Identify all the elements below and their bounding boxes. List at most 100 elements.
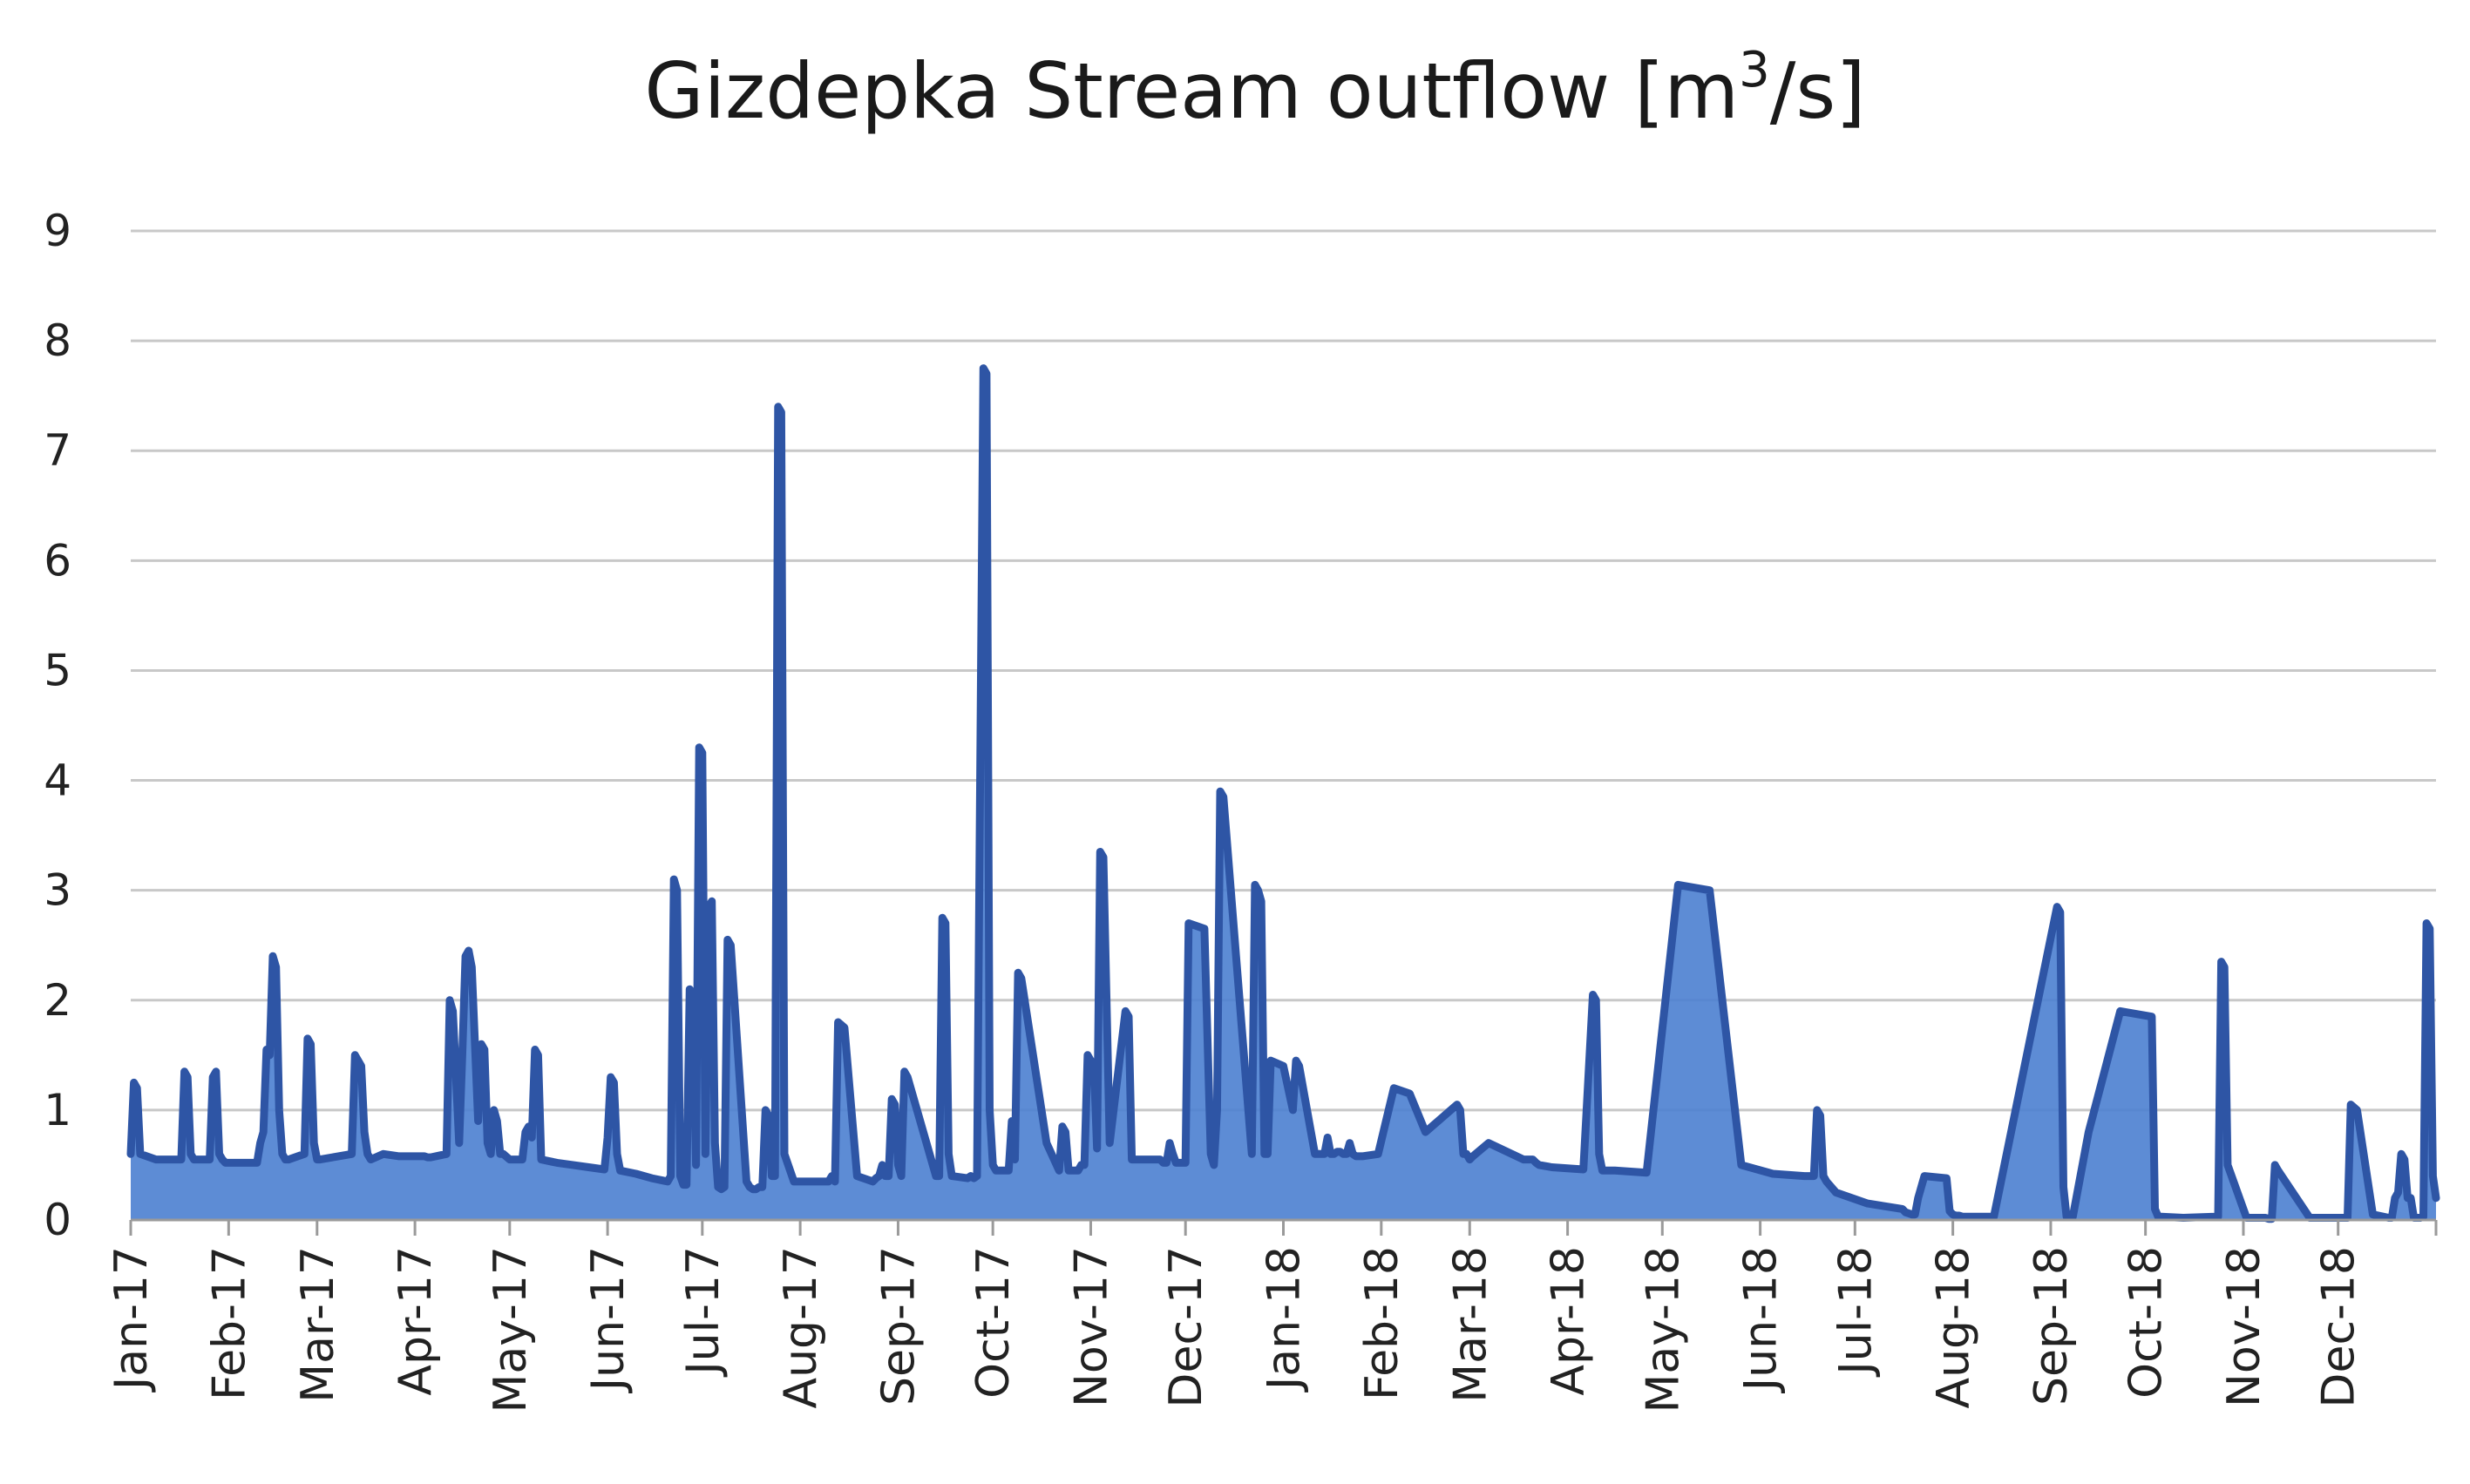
data-point [609,1076,612,1079]
data-point [2350,1103,2352,1106]
data-point [465,955,467,958]
data-point [1263,1153,1266,1155]
data-point [751,1188,754,1190]
data-point [682,1183,685,1186]
data-point [2356,1108,2358,1111]
data-point [1282,1065,1285,1067]
data-point [2056,905,2059,908]
data-point [1313,1153,1316,1155]
data-point [2410,1196,2412,1199]
data-point [398,1155,401,1157]
data-point [255,1162,258,1164]
data-point [843,1027,845,1029]
data-point [1187,922,1190,925]
x-tick-label: Nov-17 [1065,1246,1117,1407]
data-point [1210,1153,1212,1155]
data-point [370,1158,372,1161]
y-tick-label: 7 [44,425,71,476]
data-point [878,1175,880,1177]
data-point [1951,1213,1954,1216]
data-point [982,367,985,369]
data-point [2400,1153,2403,1155]
data-point [2422,1216,2425,1218]
data-point [755,1188,757,1190]
data-point [1813,1175,1815,1177]
data-point [458,1142,460,1144]
data-point [1077,1169,1080,1172]
data-point [1465,1153,1468,1155]
data-point [675,889,678,891]
data-point [1469,1158,1471,1161]
x-tick-label: Jun-18 [1735,1246,1788,1393]
data-point [527,1125,530,1128]
data-point [824,1180,827,1182]
data-point [1058,1169,1061,1172]
data-point [2160,1216,2162,1218]
x-tick-label: May-17 [485,1246,537,1413]
data-point [837,1021,839,1024]
data-point [1708,889,1711,891]
data-point [1815,1108,1818,1111]
data-point [634,1173,637,1176]
data-point [2059,911,2061,913]
data-point [1677,884,1679,886]
data-point [1093,1065,1096,1067]
data-point [1945,1177,1948,1180]
data-point [1260,900,1263,903]
x-tick-label: Apr-17 [390,1246,442,1396]
data-point [1393,1087,1395,1089]
data-point [720,1188,723,1190]
data-point [1004,1169,1007,1172]
x-tick-label: Feb-18 [1356,1246,1408,1400]
data-point [985,372,987,375]
data-point [1014,1158,1016,1161]
data-point [1162,1162,1164,1164]
data-point [1866,1203,1869,1205]
data-point [492,1108,495,1111]
data-point [2403,1158,2406,1161]
data-point [309,1043,312,1046]
data-point [537,1054,539,1056]
data-point [1010,1120,1013,1122]
data-point [1907,1212,1910,1215]
data-point [1525,1158,1528,1161]
x-tick-label: Oct-18 [2121,1246,2173,1399]
data-point [490,1153,492,1155]
data-point [445,1153,448,1155]
data-point [767,1115,770,1117]
data-point [774,1175,777,1177]
data-point [973,1177,975,1180]
data-point [944,922,947,925]
chart-title-main: Gizdepka Stream outflow [m [644,46,1739,136]
data-point [1920,1186,1923,1189]
data-point [288,1158,290,1161]
data-point [2217,1216,2220,1218]
data-point [1992,1216,1995,1218]
data-point [1298,1065,1300,1067]
data-point [729,944,732,946]
data-point [306,1037,309,1040]
data-point [1531,1158,1534,1161]
data-point [1253,884,1256,886]
data-point [1917,1196,1919,1199]
data-point [695,1163,697,1166]
data-point [903,1070,906,1073]
data-point [587,1166,590,1169]
data-point [2406,1196,2409,1199]
x-tick-label: Jun-17 [582,1246,634,1393]
x-tick-label: Dec-18 [2313,1246,2365,1408]
data-point [1222,796,1225,798]
data-point [275,966,277,968]
data-point [1068,1169,1070,1172]
x-tick-label: Jan-18 [1259,1246,1311,1393]
data-point [2223,966,2226,968]
data-point [1598,1153,1600,1155]
axes: 0 1 2 3 4 5 6 7 8 9 Jan-17 Feb-17 Mar-17 Apr-17 May-17… [44,206,2438,1413]
data-point [461,1054,464,1056]
data-point [420,1155,423,1157]
series-line [126,364,2440,1223]
data-point [1219,790,1222,793]
data-point [1377,1153,1380,1155]
